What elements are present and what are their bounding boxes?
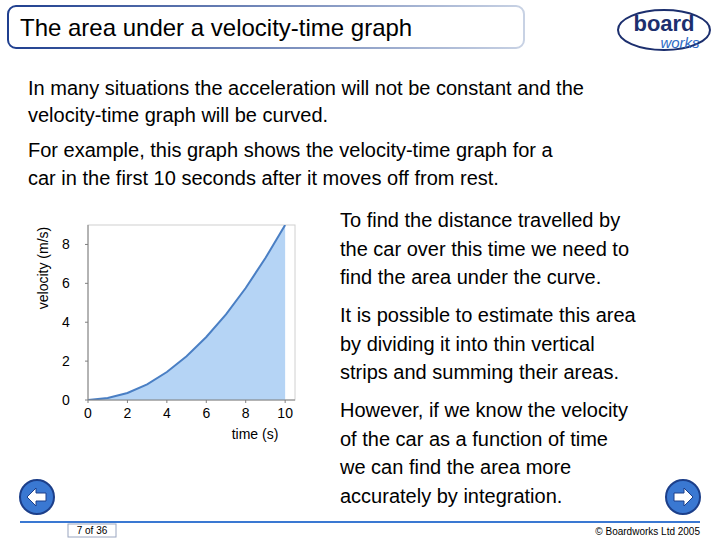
x-tick (127, 400, 128, 403)
slide: The area under a velocity-time graph boar… (0, 0, 720, 540)
paragraph-line: In many situations the acceleration will… (28, 77, 584, 99)
x-tick (285, 400, 286, 403)
y-axis (88, 225, 89, 400)
plot-data (88, 225, 285, 400)
y-axis-label: velocity (m/s) (35, 227, 51, 309)
page-number: 7 of 36 (77, 525, 108, 536)
paragraph-line: of the car as a function of time (340, 428, 608, 450)
y-tick (85, 244, 88, 245)
paragraph-line: find the area under the curve. (340, 266, 601, 288)
nav-button[interactable] (20, 480, 54, 514)
y-tick (85, 283, 88, 284)
x-tick (166, 400, 167, 403)
plot-frame (88, 225, 295, 400)
paragraph-line: by dividing it into thin vertical (340, 333, 595, 355)
y-tick (85, 361, 88, 362)
curve (88, 225, 285, 400)
copyright: © Boardworks Ltd 2005 (595, 526, 700, 537)
paragraph-line: accurately by integration. (340, 485, 562, 507)
x-tick (88, 400, 89, 403)
paragraph-line: However, if we know the velocity (340, 399, 628, 421)
logo-text: works (660, 34, 700, 51)
x-tick-label: 2 (124, 405, 132, 421)
title-box (8, 6, 524, 48)
paragraph-line: To find the distance travelled by (340, 209, 620, 231)
x-tick (245, 400, 246, 403)
x-tick-label: 6 (202, 405, 210, 421)
slide-canvas: The area under a velocity-time graph boar… (0, 0, 720, 540)
logo-ring (618, 10, 710, 50)
y-tick (85, 322, 88, 323)
x-tick-label: 4 (163, 405, 171, 421)
paragraph-line: velocity-time graph will be curved. (28, 104, 328, 126)
paragraph-line: car in the first 10 seconds after it mov… (28, 167, 499, 189)
x-tick (206, 400, 207, 403)
x-tick-label: 8 (242, 405, 250, 421)
y-tick-label: 0 (62, 392, 70, 408)
logo-text: board (633, 11, 694, 36)
paragraph-line: It is possible to estimate this area (340, 304, 637, 326)
page-box (68, 524, 116, 537)
footer-line (20, 521, 700, 523)
y-tick-label: 8 (62, 236, 70, 252)
area (88, 225, 285, 400)
y-tick-label: 2 (62, 353, 70, 369)
nav-button[interactable] (666, 480, 700, 514)
paragraph-line: the car over this time we need to (340, 238, 629, 260)
paragraph-line: strips and summing their areas. (340, 361, 619, 383)
y-tick-label: 6 (62, 275, 70, 291)
x-axis (88, 400, 295, 401)
nav-arrow (674, 488, 693, 506)
paragraph-line: For example, this graph shows the veloci… (28, 139, 554, 161)
y-tick-label: 4 (62, 314, 70, 330)
x-tick-label: 0 (84, 405, 92, 421)
x-axis-label: time (s) (232, 426, 279, 442)
paragraph-line: we can find the area more (339, 456, 571, 478)
nav-arrow (27, 488, 46, 506)
title: The area under a velocity-time graph (20, 14, 412, 41)
x-tick-label: 10 (277, 405, 293, 421)
